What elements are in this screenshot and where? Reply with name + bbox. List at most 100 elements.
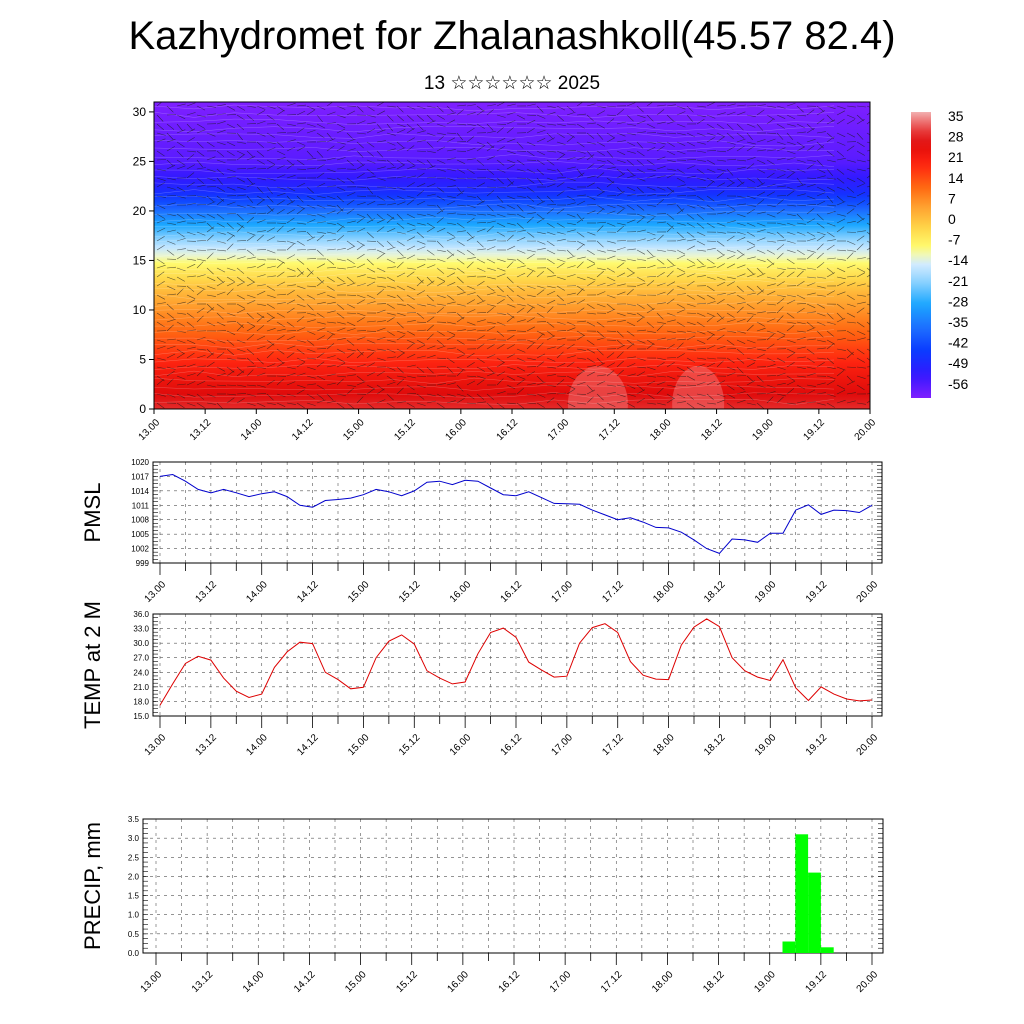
- xtick-label: 13.00: [143, 579, 169, 605]
- colorbar-label: 28: [948, 129, 964, 145]
- xtick-label: 17.00: [548, 969, 574, 995]
- cs-xtick-label: 18.12: [699, 417, 725, 443]
- panel-frame: [152, 613, 883, 717]
- ytick-label: 18.0: [133, 697, 149, 706]
- cs-xtick-label: 20.00: [853, 417, 879, 443]
- xtick-label: 17.00: [550, 579, 576, 605]
- xtick-label: 14.12: [295, 732, 321, 758]
- xtick-label: 19.00: [753, 579, 779, 605]
- precip-panel: 13.00 13.12 14.00 14.12 15.00 15.12 16.00 16.12…: [80, 815, 884, 995]
- ytick-label: 1017: [131, 472, 149, 481]
- cs-xtick-label: 19.12: [802, 417, 828, 443]
- ytick-label: 15.0: [133, 712, 149, 721]
- ytick-label: 30.0: [133, 639, 149, 648]
- field-details: [154, 102, 870, 409]
- xtick-label: 20.00: [855, 579, 881, 605]
- ytick-label: 24.0: [133, 668, 149, 677]
- cs-xtick-label: 16.12: [495, 417, 521, 443]
- cs-xtick-label: 17.12: [597, 417, 623, 443]
- xtick-label: 16.12: [499, 579, 525, 605]
- colorbar-label: -21: [948, 273, 968, 289]
- ytick-label: 3.5: [128, 815, 140, 824]
- colorbar-label: -42: [948, 335, 968, 351]
- colorbar-label: 14: [948, 170, 964, 186]
- precip-bar: [820, 947, 834, 953]
- xtick-label: 19.12: [804, 969, 830, 995]
- ytick-label: 36.0: [133, 610, 149, 619]
- cs-xtick-label: 16.00: [444, 417, 470, 443]
- xtick-label: 19.12: [804, 579, 830, 605]
- colorbar-label: -7: [948, 232, 961, 248]
- xtick-label: 13.00: [139, 969, 165, 995]
- cs-xtick-label: 17.00: [546, 417, 572, 443]
- temperature-field: [154, 102, 870, 409]
- xtick-label: 14.00: [244, 732, 270, 758]
- cs-xtick-label: 15.12: [392, 417, 418, 443]
- pmsl-panel: 13.00 13.12 14.00 14.12 15.00 15.12 16.00 16.12…: [80, 458, 883, 605]
- pmsl-series-line: [159, 473, 873, 554]
- ytick-label: 0.0: [128, 949, 140, 958]
- xtick-label: 18.12: [701, 969, 727, 995]
- ytick-label: 27.0: [133, 654, 149, 663]
- xtick-label: 16.12: [497, 969, 523, 995]
- xtick-label: 15.12: [394, 969, 420, 995]
- colorbar-label: 35: [948, 108, 964, 124]
- ytick-label: 1014: [131, 487, 149, 496]
- ytick-label: 1011: [132, 501, 150, 510]
- panel-frame: [152, 461, 883, 564]
- xtick-label: 17.12: [600, 579, 626, 605]
- xtick-label: 18.00: [650, 969, 676, 995]
- xtick-label: 14.00: [244, 579, 270, 605]
- axis-title: PMSL: [80, 483, 105, 543]
- cs-ytick-label: 25: [133, 154, 147, 168]
- colorbar-gradient: [911, 112, 931, 398]
- cs-xtick-label: 14.12: [290, 417, 316, 443]
- panel-frame: [142, 818, 884, 954]
- cs-ytick-label: 30: [133, 105, 147, 119]
- cs-ytick-label: 10: [133, 303, 147, 317]
- xtick-label: 19.12: [804, 732, 830, 758]
- cs-ytick-label: 20: [133, 204, 147, 218]
- colorbar-label: -14: [948, 252, 968, 268]
- xtick-label: 15.12: [397, 579, 423, 605]
- xtick-label: 16.00: [448, 579, 474, 605]
- ytick-label: 0.5: [128, 930, 140, 939]
- xtick-label: 18.00: [651, 732, 677, 758]
- cs-xtick-label: 13.12: [188, 417, 214, 443]
- axis-title: PRECIP, mm: [80, 822, 105, 950]
- cs-xtick-label: 18.00: [648, 417, 674, 443]
- xtick-label: 13.12: [194, 732, 220, 758]
- xtick-label: 15.00: [346, 579, 372, 605]
- xtick-label: 15.12: [397, 732, 423, 758]
- xtick-label: 17.12: [600, 732, 626, 758]
- xtick-label: 18.12: [702, 579, 728, 605]
- cs-xtick-label: 19.00: [750, 417, 776, 443]
- ytick-label: 1005: [131, 530, 149, 539]
- precip-bar: [782, 941, 796, 953]
- colorbar-label: -35: [948, 314, 968, 330]
- temp-series-line: [159, 618, 873, 706]
- ytick-label: 1002: [131, 545, 149, 554]
- panel-grid: [143, 818, 883, 954]
- page-title: Kazhydromet for Zhalanashkoll(45.57 82.4…: [128, 14, 896, 58]
- ytick-label: 33.0: [133, 625, 149, 634]
- ytick-label: 1.0: [128, 911, 140, 920]
- ytick-label: 2.5: [128, 853, 140, 862]
- xtick-label: 13.00: [143, 732, 169, 758]
- cs-xtick-label: 13.00: [137, 417, 163, 443]
- xtick-label: 15.00: [346, 732, 372, 758]
- xtick-label: 19.00: [752, 969, 778, 995]
- ytick-label: 3.0: [128, 834, 140, 843]
- colorbar: 35 28 21 14 7 0 -7 -14 -21 -28 -35 -42 -49 -56: [911, 108, 968, 398]
- wind-barbs: [156, 102, 870, 409]
- xtick-label: 14.00: [241, 969, 267, 995]
- cs-xtick-label: 15.00: [341, 417, 367, 443]
- ytick-label: 1020: [131, 458, 149, 467]
- xtick-label: 20.00: [855, 969, 881, 995]
- cs-xtick-label: 14.00: [239, 417, 265, 443]
- xtick-label: 18.12: [702, 732, 728, 758]
- ytick-label: 999: [136, 559, 150, 568]
- colorbar-label: 21: [948, 149, 964, 165]
- cross-section-panel: 0 5 10 15 20 25 30 13.00 13.12 14.00 14.12 15.00 15.…: [133, 101, 879, 443]
- xtick-label: 18.00: [651, 579, 677, 605]
